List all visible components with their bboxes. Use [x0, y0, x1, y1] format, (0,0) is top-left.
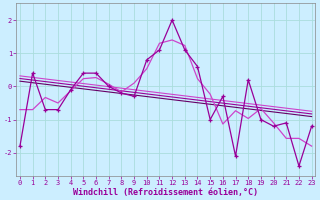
X-axis label: Windchill (Refroidissement éolien,°C): Windchill (Refroidissement éolien,°C): [73, 188, 258, 197]
